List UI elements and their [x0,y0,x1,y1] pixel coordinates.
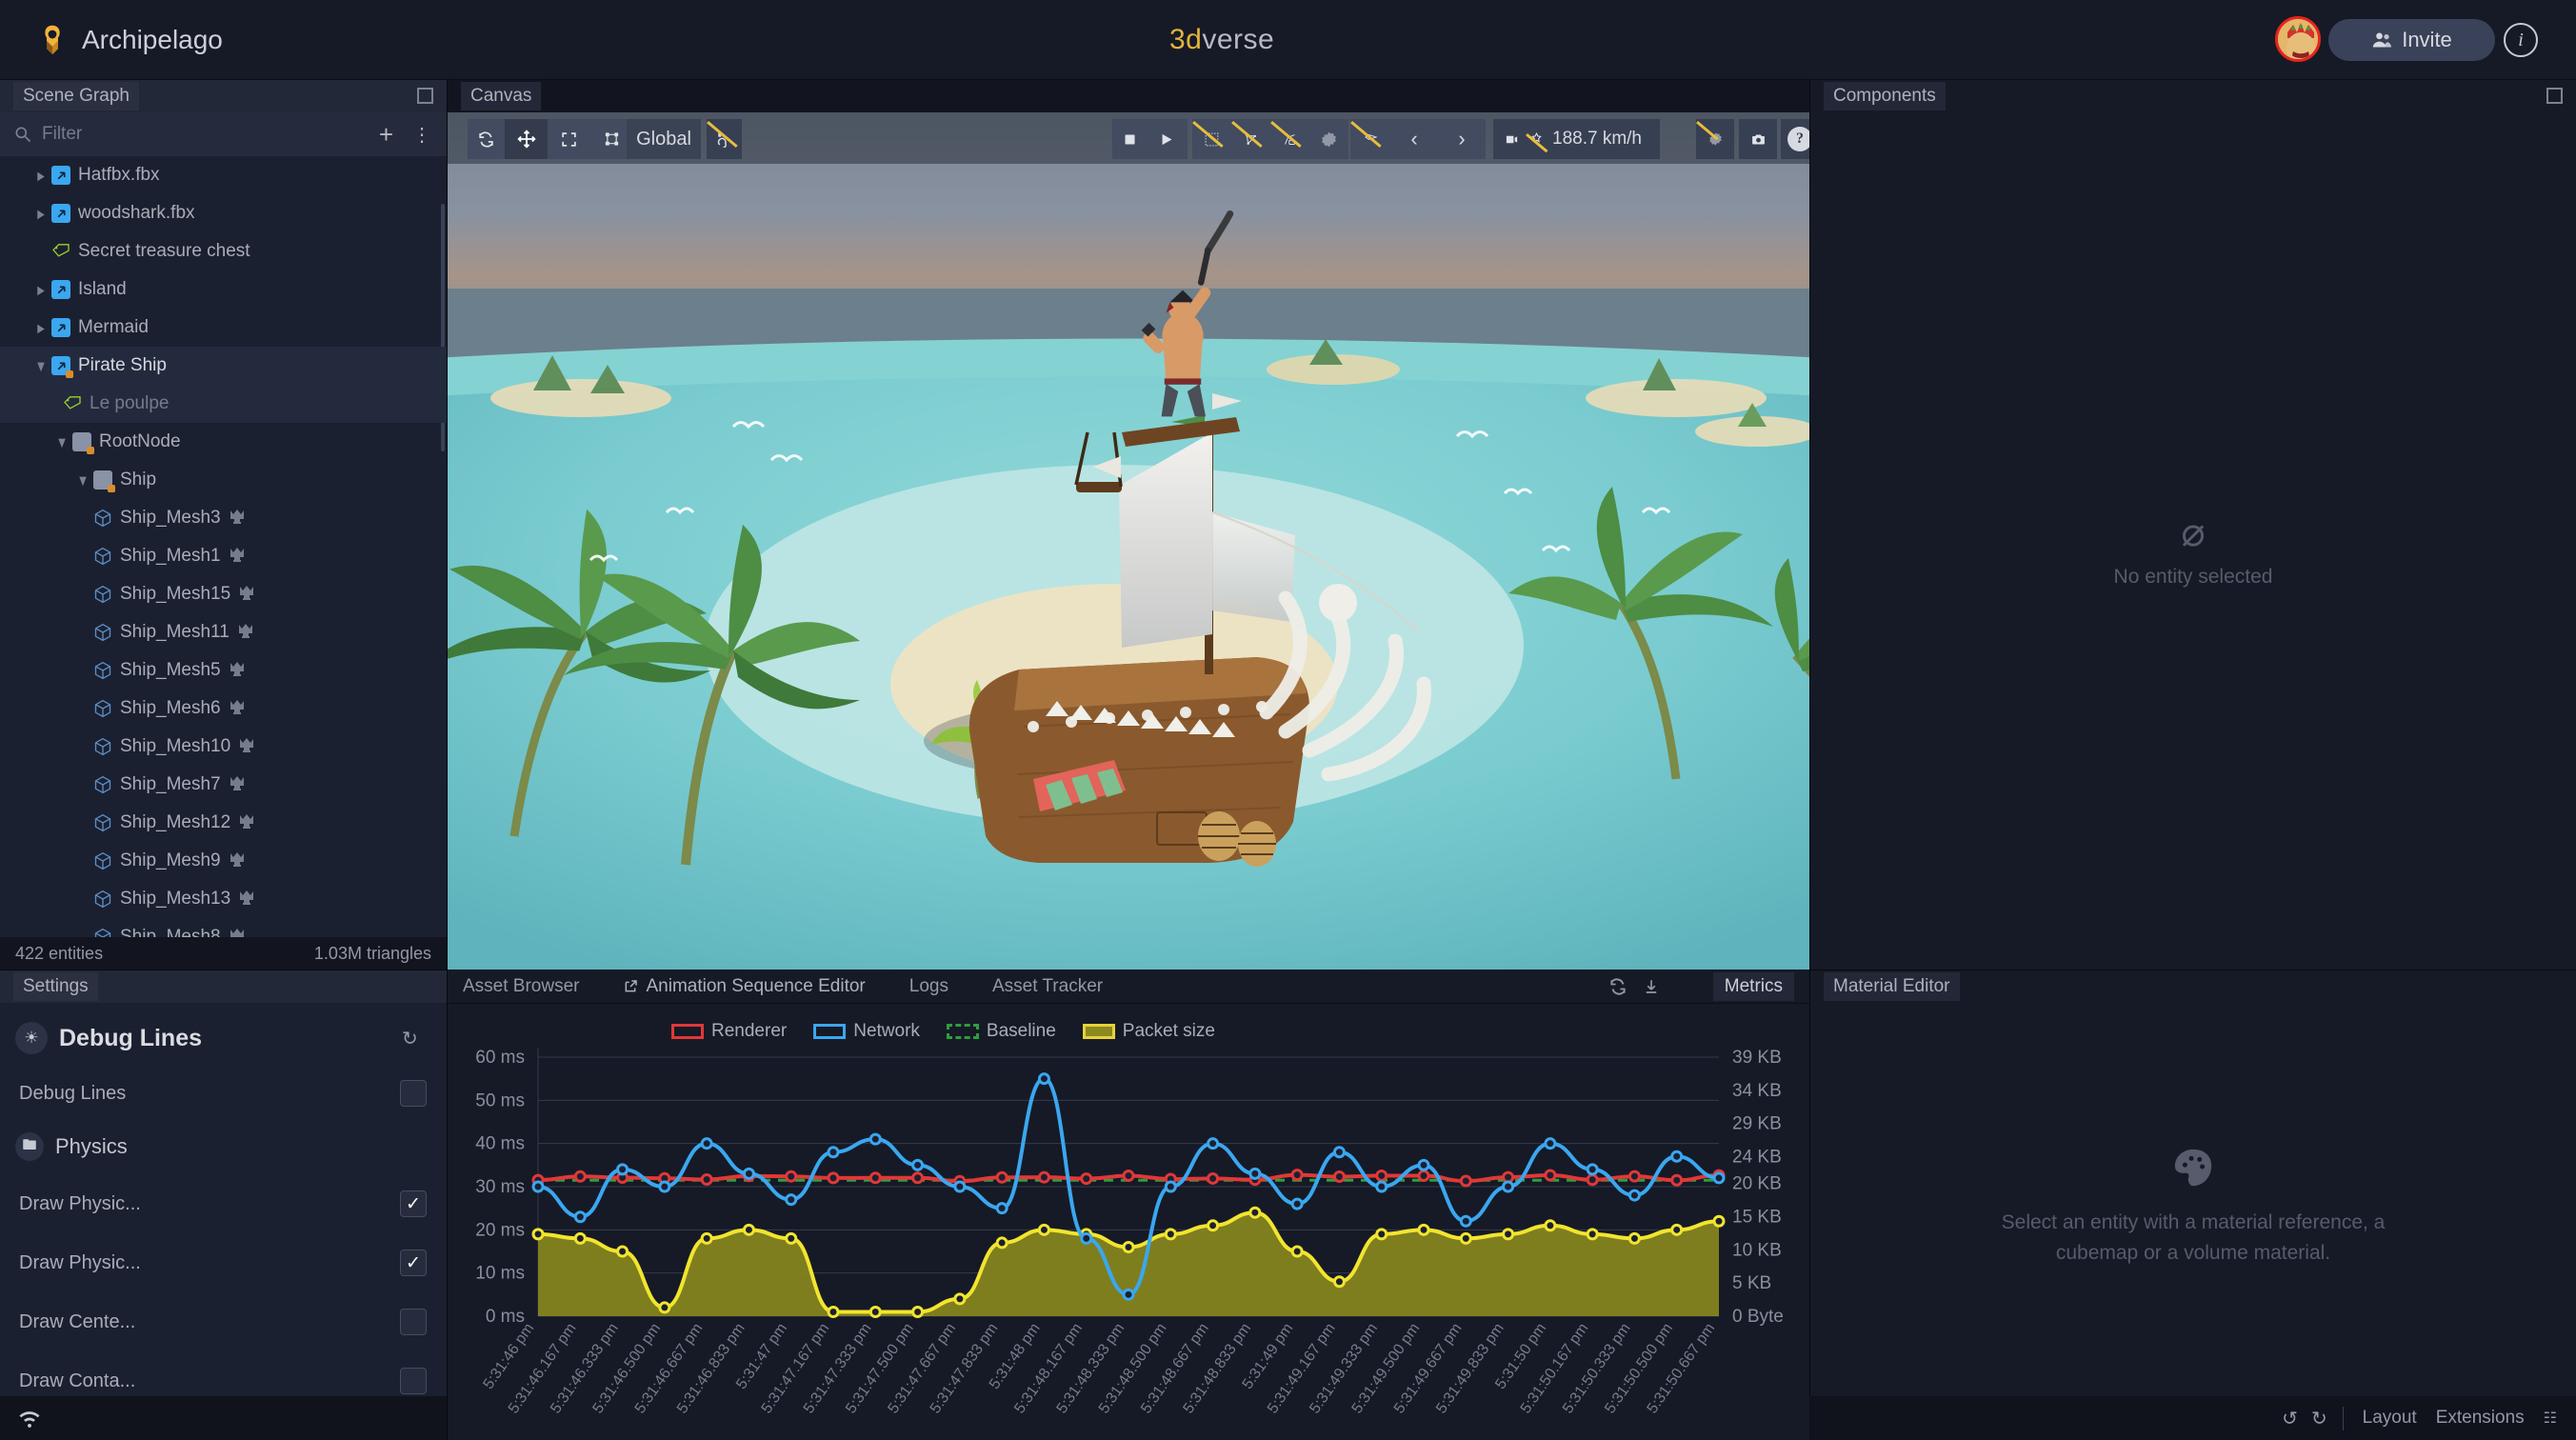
svg-text:40 ms: 40 ms [475,1134,525,1154]
svg-text:30 ms: 30 ms [475,1177,525,1197]
svg-text:39 KB: 39 KB [1732,1048,1782,1068]
svg-text:0 ms: 0 ms [486,1307,525,1327]
svg-text:34 KB: 34 KB [1732,1081,1782,1101]
svg-text:15 KB: 15 KB [1732,1207,1782,1227]
svg-text:20 KB: 20 KB [1732,1174,1782,1194]
svg-text:10 ms: 10 ms [475,1264,525,1284]
svg-text:10 KB: 10 KB [1732,1240,1782,1260]
svg-text:20 ms: 20 ms [475,1220,525,1240]
svg-text:5 KB: 5 KB [1732,1273,1771,1293]
svg-text:29 KB: 29 KB [1732,1114,1782,1134]
svg-text:60 ms: 60 ms [475,1048,525,1068]
svg-text:0 Byte: 0 Byte [1732,1307,1784,1327]
svg-text:24 KB: 24 KB [1732,1148,1782,1168]
svg-text:50 ms: 50 ms [475,1090,525,1110]
